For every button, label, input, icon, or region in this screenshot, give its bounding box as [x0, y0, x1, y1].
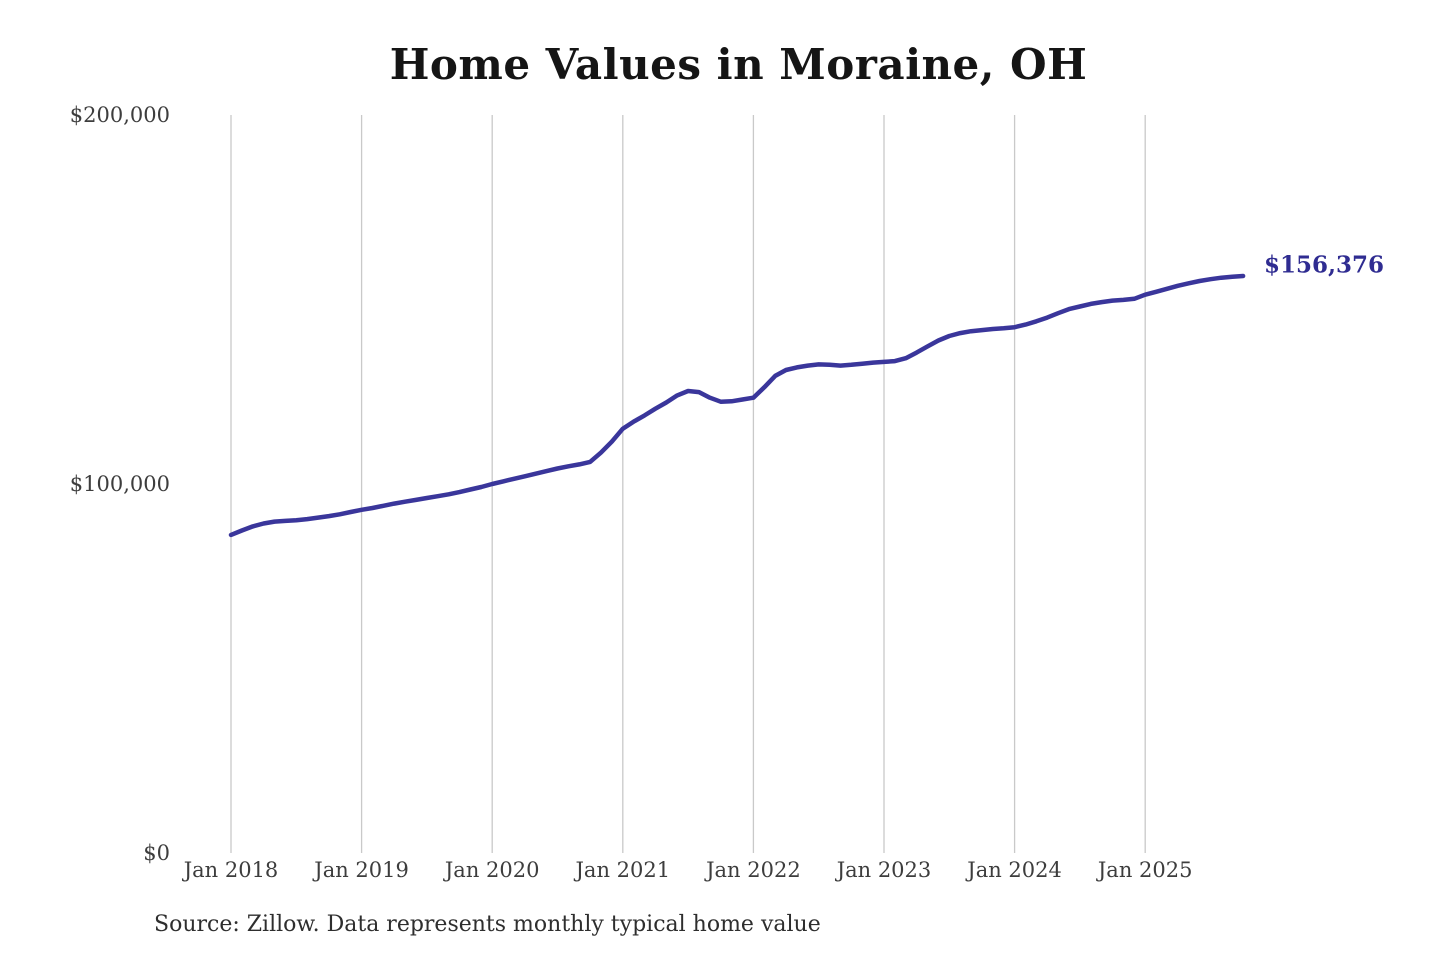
x-tick-jan-2025: Jan 2025 [1097, 858, 1193, 882]
x-tick-jan-2021: Jan 2021 [575, 858, 671, 882]
latest-value-label: $156,376 [1264, 251, 1385, 279]
x-tick-jan-2023: Jan 2023 [836, 858, 932, 882]
x-tick-jan-2018: Jan 2018 [183, 858, 279, 882]
chart-title: Home Values in Moraine, OH [389, 40, 1088, 89]
x-tick-jan-2022: Jan 2022 [706, 858, 801, 882]
source-note: Source: Zillow. Data represents monthly … [154, 912, 821, 937]
x-tick-jan-2019: Jan 2019 [314, 858, 409, 882]
y-tick-200000: $200,000 [69, 103, 170, 127]
y-tick-100000: $100,000 [69, 472, 170, 496]
home-value-line [228, 273, 1246, 538]
x-tick-jan-2020: Jan 2020 [444, 858, 540, 882]
x-tick-jan-2024: Jan 2024 [967, 858, 1062, 882]
vertical-gridlines [230, 115, 1146, 853]
y-tick-0: $0 [143, 841, 170, 865]
